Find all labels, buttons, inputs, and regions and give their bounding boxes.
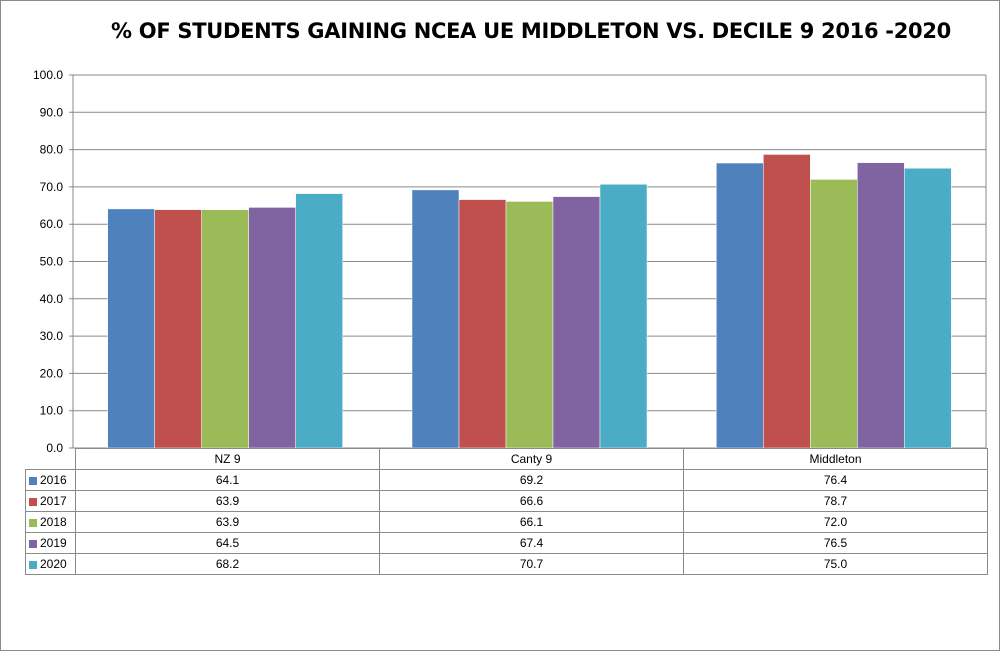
legend-key: 2018 bbox=[25, 511, 76, 533]
data-label: 64.5 bbox=[75, 532, 380, 554]
y-tick-label: 10.0 bbox=[40, 404, 64, 418]
data-label: 70.7 bbox=[379, 553, 684, 575]
data-label: 78.7 bbox=[683, 490, 988, 512]
data-label: 76.5 bbox=[683, 532, 988, 554]
table-row: 2017 63.9 66.6 78.7 bbox=[25, 490, 988, 512]
data-label: 66.6 bbox=[379, 490, 684, 512]
legend-label: 2019 bbox=[40, 536, 67, 550]
legend-label: 2018 bbox=[40, 515, 67, 529]
legend-label: 2017 bbox=[40, 494, 67, 508]
y-tick-label: 50.0 bbox=[40, 255, 64, 269]
bar-2017-1 bbox=[458, 199, 507, 449]
table-row: 2016 64.1 69.2 76.4 bbox=[25, 469, 988, 491]
bar-2018-2 bbox=[810, 179, 858, 449]
legend-key: 2020 bbox=[25, 553, 76, 575]
bar-2018-0 bbox=[201, 209, 249, 449]
legend-swatch bbox=[29, 497, 37, 506]
legend-swatch bbox=[29, 560, 37, 569]
y-tick-label: 60.0 bbox=[40, 217, 64, 231]
bar-2020-0 bbox=[295, 193, 343, 449]
data-label: 63.9 bbox=[75, 490, 380, 512]
bar-2017-0 bbox=[154, 209, 202, 449]
bar-2019-0 bbox=[248, 207, 296, 449]
bar-2019-2 bbox=[857, 162, 905, 449]
bar-2016-0 bbox=[107, 208, 155, 449]
bar-2016-1 bbox=[411, 189, 460, 449]
bar-2020-2 bbox=[904, 168, 952, 449]
legend-key: 2016 bbox=[25, 469, 76, 491]
table-row: 2020 68.2 70.7 75.0 bbox=[25, 553, 988, 575]
y-tick-label: 20.0 bbox=[40, 366, 64, 380]
legend-label: 2016 bbox=[40, 473, 67, 487]
table-row: 2019 64.5 67.4 76.5 bbox=[25, 532, 988, 554]
bar-2016-2 bbox=[716, 162, 764, 449]
bar-2017-2 bbox=[763, 154, 811, 449]
legend-swatch bbox=[29, 518, 37, 527]
y-tick-label: 70.0 bbox=[40, 180, 64, 194]
data-label: 76.4 bbox=[683, 469, 988, 491]
data-label: 69.2 bbox=[379, 469, 684, 491]
legend-swatch bbox=[29, 539, 37, 548]
category-label: Middleton bbox=[683, 448, 988, 470]
data-label: 63.9 bbox=[75, 511, 380, 533]
bar-2020-1 bbox=[599, 184, 648, 449]
y-tick-label: 90.0 bbox=[40, 105, 64, 119]
chart-title: % OF STUDENTS GAINING NCEA UE MIDDLETON … bbox=[111, 19, 951, 43]
table-row: 2018 63.9 66.1 72.0 bbox=[25, 511, 988, 533]
data-label: 72.0 bbox=[683, 511, 988, 533]
legend-label: 2020 bbox=[40, 557, 67, 571]
y-tick-label: 80.0 bbox=[40, 143, 64, 157]
table-header-row: NZ 9 Canty 9 Middleton bbox=[25, 448, 988, 470]
data-table: NZ 9 Canty 9 Middleton 2016 64.1 69.2 76.4 2017… bbox=[25, 448, 988, 575]
y-tick-label: 100.0 bbox=[33, 68, 63, 82]
bar-2019-1 bbox=[552, 196, 601, 449]
data-label: 75.0 bbox=[683, 553, 988, 575]
y-tick-label: 40.0 bbox=[40, 292, 64, 306]
blank-cell bbox=[25, 448, 76, 470]
data-label: 64.1 bbox=[75, 469, 380, 491]
bar-2018-1 bbox=[505, 201, 554, 449]
legend-swatch bbox=[29, 476, 37, 485]
legend-key: 2019 bbox=[25, 532, 76, 554]
data-label: 68.2 bbox=[75, 553, 380, 575]
category-label: NZ 9 bbox=[75, 448, 380, 470]
legend-key: 2017 bbox=[25, 490, 76, 512]
data-label: 66.1 bbox=[379, 511, 684, 533]
y-tick-label: 30.0 bbox=[40, 329, 64, 343]
category-label: Canty 9 bbox=[379, 448, 684, 470]
data-label: 67.4 bbox=[379, 532, 684, 554]
